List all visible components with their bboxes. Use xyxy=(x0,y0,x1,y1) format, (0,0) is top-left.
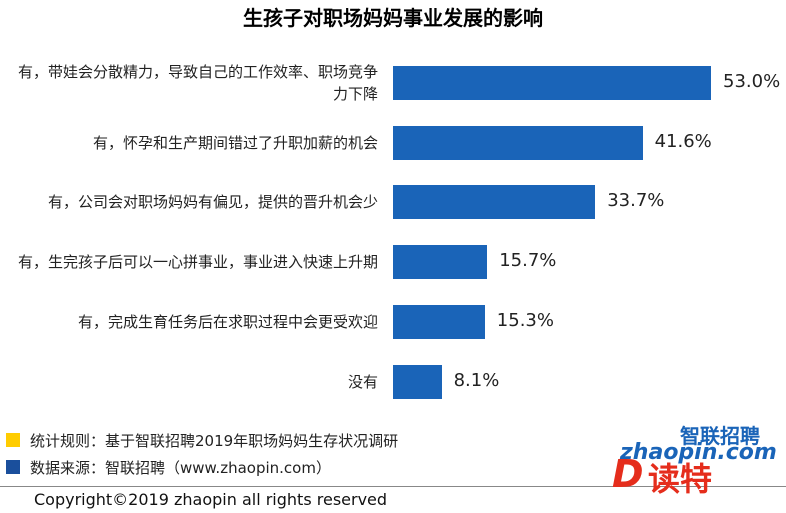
chart-title: 生孩子对职场妈妈事业发展的影响 xyxy=(243,6,543,30)
value-label: 53.0% xyxy=(723,71,781,92)
bar xyxy=(393,66,711,100)
value-label: 41.6% xyxy=(654,130,712,152)
divider xyxy=(0,486,786,487)
note-square xyxy=(6,433,20,447)
value-label: 15.3% xyxy=(496,309,554,331)
bar xyxy=(393,245,488,280)
logo-mark: D xyxy=(612,452,644,496)
note: 数据来源：智联招聘（www.zhaopin.com） xyxy=(30,459,331,477)
category-label: 有，带娃会分散精力，导致自己的工作效率、职场竞争力下降 xyxy=(17,63,378,103)
bar xyxy=(393,125,643,160)
logo-text: zhaopin.com xyxy=(620,440,777,465)
category-label: 有，公司会对职场妈妈有偏见，提供的晋升机会少 xyxy=(47,193,378,212)
logo-text: 智联招聘 xyxy=(680,424,760,448)
category-label: 有，怀孕和生产期间错过了升职加薪的机会 xyxy=(92,133,378,152)
bar xyxy=(393,185,596,220)
bar xyxy=(393,364,442,399)
logo-text: 读特 xyxy=(648,460,713,498)
category-label: 没有 xyxy=(347,372,378,391)
value-label: 33.7% xyxy=(607,190,665,212)
note: 统计规则：基于智联招聘2019年职场妈妈生存状况调研 xyxy=(30,432,399,450)
category-label: 有，完成生育任务后在求职过程中会更受欢迎 xyxy=(77,312,378,331)
value-label: 8.1% xyxy=(453,369,500,391)
value-label: 15.7% xyxy=(499,250,557,272)
chart: 53.0% 有，带娃会分散精力，导致自己的工作效率、职场竞争力下降 41.6% 有，怀… xyxy=(17,63,781,399)
category-label: 有，生完孩子后可以一心拼事业，事业进入快速上升期 xyxy=(17,253,378,272)
bar xyxy=(393,304,485,339)
copyright: Copyright©2019 zhaopin all rights reserv… xyxy=(34,490,388,509)
note-square xyxy=(6,460,20,474)
